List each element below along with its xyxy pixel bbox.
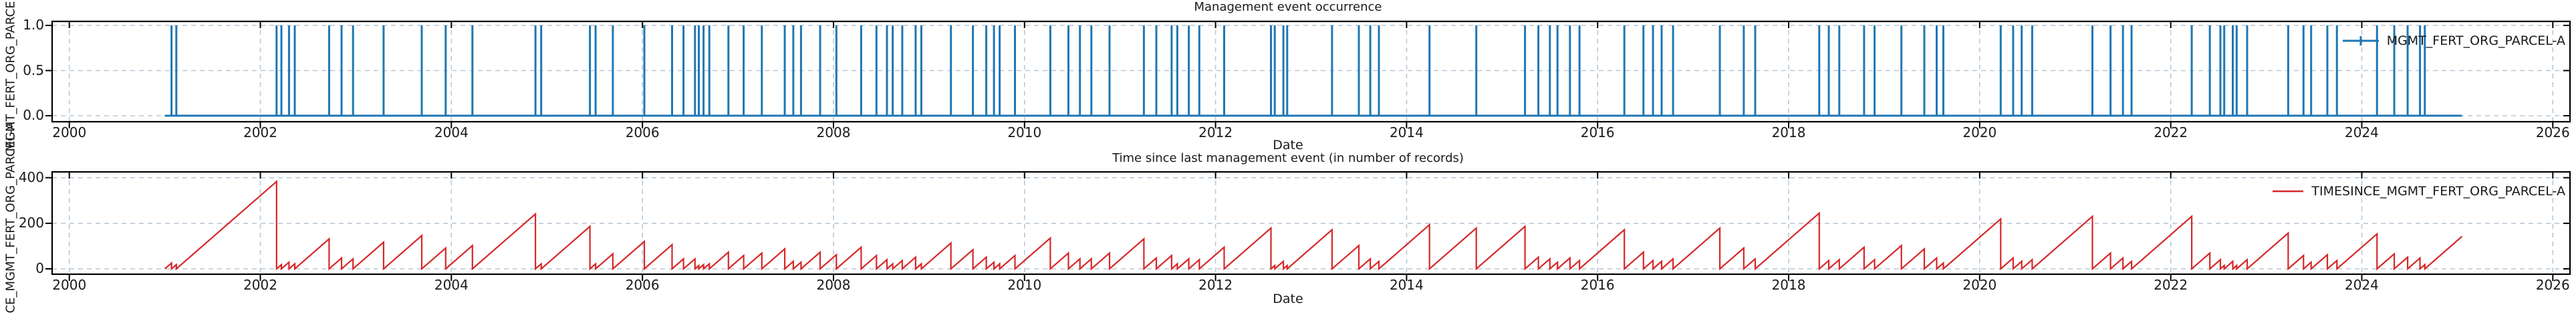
top-y-tick-label: 0.0 — [23, 107, 44, 123]
bottom-x-tick-label: 2010 — [1007, 277, 1042, 293]
bottom-x-tick-label: 2004 — [434, 277, 469, 293]
top-x-tick-label: 2024 — [2345, 124, 2379, 140]
top-x-axis-label: Date — [1273, 138, 1303, 152]
top-x-tick-label: 2006 — [625, 124, 660, 140]
bottom-y-tick-label: 400 — [18, 169, 44, 185]
top-x-tick-label: 2020 — [1962, 124, 1997, 140]
bottom-x-tick-label: 2008 — [816, 277, 851, 293]
top-x-tick-label: 2010 — [1007, 124, 1042, 140]
bottom-x-tick-label: 2012 — [1198, 277, 1233, 293]
bottom-x-tick-label: 2020 — [1962, 277, 1997, 293]
bottom-chart-title: Time since last management event (in num… — [1112, 151, 1464, 165]
bottom-x-tick-label: 2022 — [2154, 277, 2188, 293]
top-x-tick-label: 2016 — [1580, 124, 1615, 140]
bottom-x-tick-label: 2002 — [243, 277, 277, 293]
bottom-x-tick-label: 2024 — [2345, 277, 2379, 293]
bottom-legend: TIMESINCE_MGMT_FERT_ORG_PARCEL-A — [2271, 184, 2565, 199]
bottom-y-tick-label: 0 — [35, 260, 44, 276]
top-chart-title: Management event occurrence — [1194, 0, 1382, 14]
top-x-tick-label: 2018 — [1771, 124, 1806, 140]
top-legend: MGMT_FERT_ORG_PARCEL-A — [2341, 33, 2565, 48]
top-legend-label: MGMT_FERT_ORG_PARCEL-A — [2386, 33, 2565, 48]
top-y-tick-label: 1.0 — [23, 17, 44, 33]
bottom-x-tick-label: 2006 — [625, 277, 660, 293]
top-x-tick-label: 2022 — [2154, 124, 2188, 140]
top-x-tick-label: 2002 — [243, 124, 277, 140]
top-x-tick-label: 2008 — [816, 124, 851, 140]
bottom-legend-label: TIMESINCE_MGMT_FERT_ORG_PARCEL-A — [2311, 184, 2565, 199]
bottom-y-tick-label: 200 — [18, 214, 44, 231]
legend-line-sample-blue — [2342, 36, 2379, 45]
bottom-x-tick-label: 2014 — [1389, 277, 1424, 293]
bottom-x-axis-label: Date — [1273, 292, 1303, 306]
bottom-x-tick-label: 2000 — [52, 277, 87, 293]
bottom-x-tick-label: 2018 — [1771, 277, 1806, 293]
top-x-tick-label: 2000 — [52, 124, 87, 140]
bottom-x-tick-label: 2026 — [2535, 277, 2570, 293]
top-x-tick-label: 2004 — [434, 124, 469, 140]
top-y-tick-label: 0.5 — [23, 62, 44, 78]
legend-line-sample-red — [2273, 190, 2304, 193]
top-x-tick-label: 2012 — [1198, 124, 1233, 140]
bottom-x-tick-label: 2016 — [1580, 277, 1615, 293]
top-x-tick-label: 2014 — [1389, 124, 1424, 140]
top-x-tick-label: 2026 — [2535, 124, 2570, 140]
